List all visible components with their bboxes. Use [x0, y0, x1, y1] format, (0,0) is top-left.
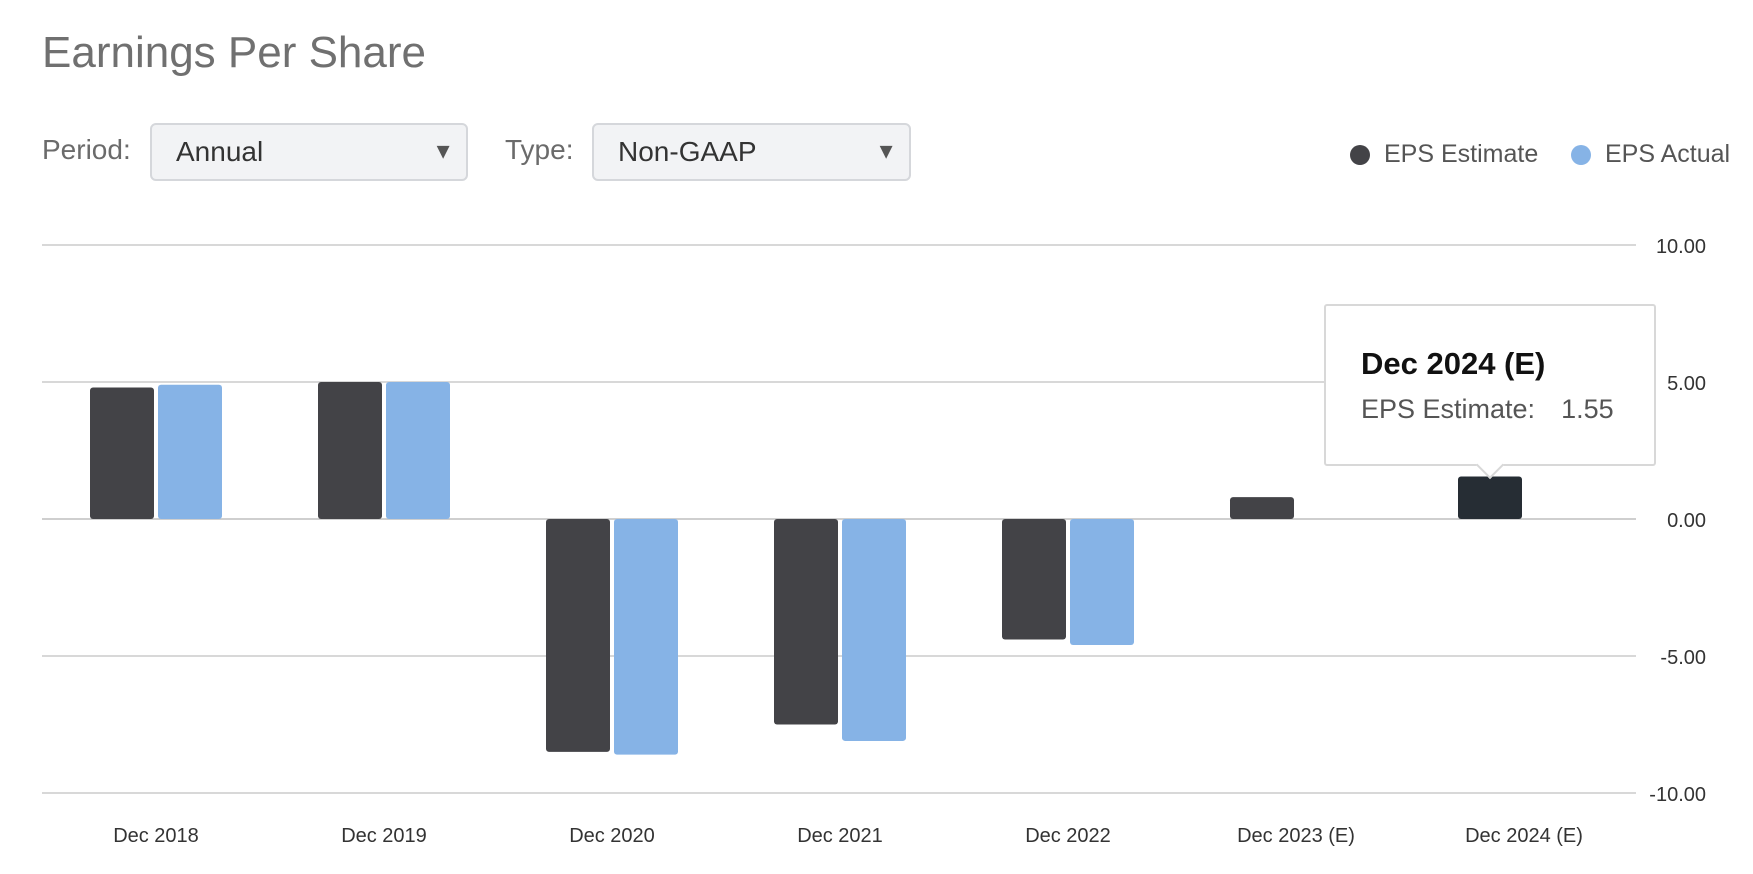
period-select-value: Annual: [176, 136, 264, 167]
tooltip-value: 1.55: [1561, 394, 1614, 424]
bar-eps-actual: [842, 519, 906, 741]
period-select[interactable]: Annual ▼: [150, 123, 468, 181]
chart-tooltip: Dec 2024 (E) EPS Estimate: 1.55: [1324, 304, 1656, 466]
bar-eps-estimate: [1458, 476, 1522, 519]
legend-label: EPS Actual: [1605, 140, 1731, 168]
legend-label: EPS Estimate: [1384, 140, 1539, 168]
tooltip-title: Dec 2024 (E): [1361, 346, 1546, 381]
type-select[interactable]: Non-GAAP ▼: [592, 123, 911, 181]
y-tick-label: 5.00: [1667, 373, 1706, 395]
bar-eps-estimate: [546, 519, 610, 752]
bar-eps-estimate: [1230, 497, 1294, 519]
bar-eps-estimate: [774, 519, 838, 725]
y-tick-label: -10.00: [1649, 784, 1706, 806]
bar-eps-estimate: [90, 387, 154, 519]
bar-eps-actual: [386, 382, 450, 519]
bar-eps-estimate: [318, 382, 382, 519]
type-label: Type:: [505, 134, 574, 165]
y-tick-label: -5.00: [1660, 647, 1706, 669]
x-tick-label: Dec 2020: [569, 825, 655, 847]
x-tick-label: Dec 2024 (E): [1465, 825, 1583, 847]
legend-item-eps-actual[interactable]: EPS Actual: [1571, 140, 1730, 169]
bar-eps-actual: [614, 519, 678, 755]
bar-eps-actual: [1070, 519, 1134, 646]
page-title: Earnings Per Share: [42, 28, 426, 77]
legend-dot-icon: [1571, 144, 1591, 165]
x-tick-label: Dec 2019: [341, 825, 427, 847]
period-label: Period:: [42, 134, 131, 165]
chevron-down-icon: ▼: [432, 138, 454, 164]
chevron-down-icon: ▼: [875, 138, 897, 164]
bar-eps-actual: [158, 384, 222, 519]
tooltip-label: EPS Estimate:: [1361, 394, 1536, 424]
y-tick-label: 0.00: [1667, 510, 1706, 532]
x-tick-label: Dec 2018: [113, 825, 199, 847]
x-tick-label: Dec 2023 (E): [1237, 825, 1355, 847]
y-tick-label: 10.00: [1656, 236, 1706, 258]
bar-eps-estimate: [1002, 519, 1066, 640]
legend-item-eps-estimate[interactable]: EPS Estimate: [1350, 140, 1538, 169]
x-tick-label: Dec 2021: [797, 825, 883, 847]
x-tick-label: Dec 2022: [1025, 825, 1111, 847]
legend-dot-icon: [1350, 144, 1370, 165]
type-select-value: Non-GAAP: [618, 136, 757, 167]
